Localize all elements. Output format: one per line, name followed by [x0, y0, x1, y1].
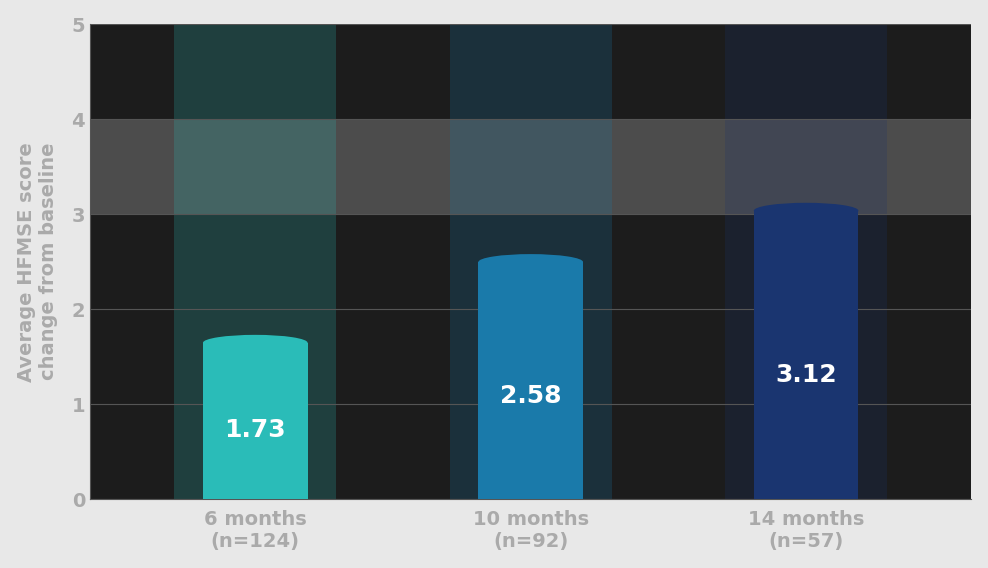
- Bar: [725, 24, 887, 499]
- Bar: [90, 119, 971, 214]
- Text: 3.12: 3.12: [776, 363, 837, 387]
- Ellipse shape: [754, 203, 859, 219]
- Bar: [203, 343, 307, 499]
- Ellipse shape: [478, 254, 583, 270]
- Bar: [754, 211, 859, 499]
- Ellipse shape: [203, 335, 307, 350]
- Bar: [450, 24, 612, 499]
- Bar: [478, 262, 583, 499]
- Y-axis label: Average HFMSE score
change from baseline: Average HFMSE score change from baseline: [17, 142, 57, 382]
- Text: 2.58: 2.58: [500, 385, 561, 408]
- Bar: [174, 24, 336, 499]
- Text: 1.73: 1.73: [224, 418, 287, 442]
